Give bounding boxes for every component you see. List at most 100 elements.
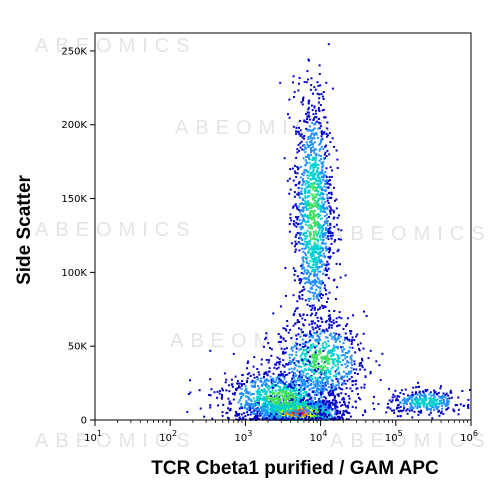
data-point xyxy=(317,226,320,229)
data-point xyxy=(289,168,292,171)
data-point xyxy=(424,389,427,391)
data-point xyxy=(414,392,417,395)
data-point xyxy=(322,203,325,206)
data-point xyxy=(330,191,333,194)
data-point xyxy=(298,398,301,401)
data-point xyxy=(261,411,264,414)
data-point xyxy=(313,220,316,223)
data-point xyxy=(249,409,251,412)
data-point xyxy=(305,393,308,395)
data-point xyxy=(315,295,318,298)
data-point xyxy=(316,393,319,396)
data-point xyxy=(308,336,311,338)
data-point xyxy=(314,283,317,286)
data-point xyxy=(299,192,302,195)
data-point xyxy=(311,217,314,220)
data-point xyxy=(337,228,340,231)
data-point xyxy=(309,260,312,263)
data-point xyxy=(419,395,421,398)
data-point xyxy=(331,169,334,172)
data-point xyxy=(315,360,318,363)
data-point xyxy=(299,242,302,245)
data-point xyxy=(337,337,340,340)
data-point xyxy=(270,381,273,384)
data-point xyxy=(307,270,310,273)
data-point xyxy=(209,378,212,381)
data-point xyxy=(332,363,335,366)
data-point xyxy=(317,410,320,413)
data-point xyxy=(402,393,405,395)
data-point xyxy=(320,186,323,188)
data-point xyxy=(304,406,307,409)
data-point xyxy=(424,394,427,397)
data-point xyxy=(306,281,309,284)
data-point xyxy=(298,327,300,330)
data-point xyxy=(342,409,345,412)
data-point xyxy=(290,407,293,410)
data-point xyxy=(251,405,254,408)
data-point xyxy=(335,321,338,323)
data-point xyxy=(307,224,310,227)
data-point xyxy=(344,363,347,366)
data-point xyxy=(258,373,261,376)
data-point xyxy=(325,328,328,331)
data-point xyxy=(290,395,293,398)
data-point xyxy=(316,268,319,271)
data-point xyxy=(331,360,334,363)
data-point xyxy=(373,408,376,410)
data-point xyxy=(287,397,290,400)
data-point xyxy=(316,223,319,226)
data-point xyxy=(316,206,319,208)
data-point xyxy=(252,365,255,368)
data-point xyxy=(329,223,332,226)
data-point xyxy=(336,353,339,356)
data-point xyxy=(253,356,256,359)
data-point xyxy=(320,131,323,134)
data-point xyxy=(278,397,281,400)
data-point xyxy=(296,216,299,219)
data-point xyxy=(273,401,276,404)
data-point xyxy=(238,392,241,395)
data-point xyxy=(325,213,328,216)
data-point xyxy=(259,412,262,415)
data-point xyxy=(316,294,318,297)
data-point xyxy=(316,382,319,385)
data-point xyxy=(264,384,267,386)
data-point xyxy=(285,380,288,383)
data-point xyxy=(308,217,311,220)
data-point xyxy=(327,232,330,235)
data-point xyxy=(278,380,281,382)
data-point xyxy=(256,378,259,381)
data-point xyxy=(331,383,334,385)
data-point xyxy=(266,385,269,388)
data-point xyxy=(302,174,305,177)
data-point xyxy=(307,214,310,217)
data-point xyxy=(312,405,315,408)
data-point xyxy=(313,127,316,130)
data-point xyxy=(295,204,298,207)
data-point xyxy=(287,363,290,366)
data-point xyxy=(330,242,333,245)
data-point xyxy=(308,174,311,177)
data-point xyxy=(336,363,339,366)
data-point xyxy=(327,406,330,409)
data-point xyxy=(310,408,313,411)
data-point xyxy=(319,205,322,208)
data-point xyxy=(324,227,327,229)
data-point xyxy=(282,338,285,341)
data-point xyxy=(279,398,282,401)
data-point xyxy=(327,238,330,241)
data-point xyxy=(275,405,278,408)
data-point xyxy=(303,358,306,361)
data-point xyxy=(311,205,314,208)
data-point xyxy=(307,108,310,111)
data-point xyxy=(314,159,317,162)
data-point xyxy=(387,402,389,405)
data-point xyxy=(461,390,464,392)
data-point xyxy=(302,359,305,362)
data-point xyxy=(318,416,321,419)
data-point xyxy=(302,406,305,409)
data-point xyxy=(306,346,309,349)
data-point xyxy=(318,117,321,120)
